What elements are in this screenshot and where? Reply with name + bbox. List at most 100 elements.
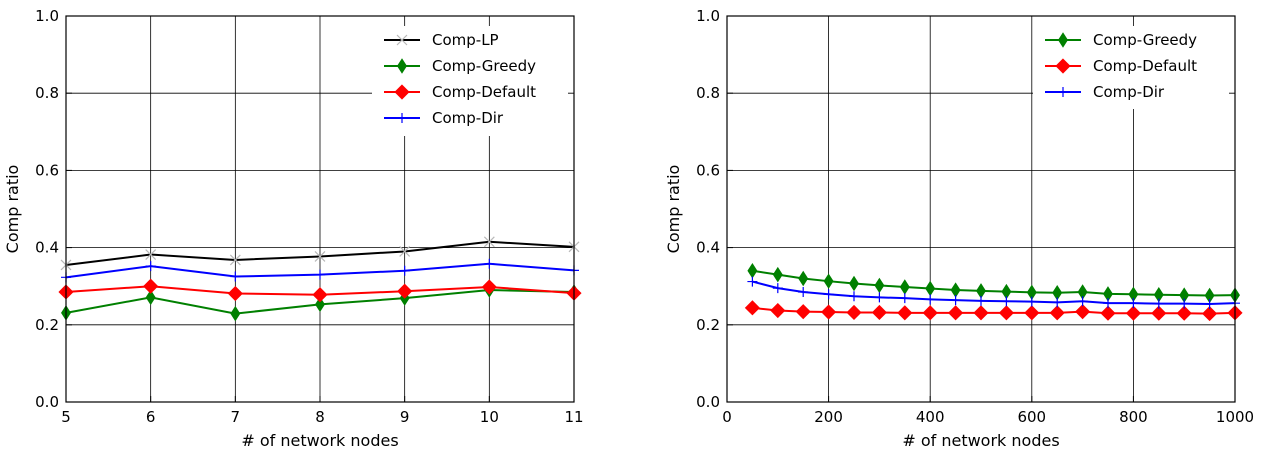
y-tick-label: 0.2 <box>696 316 720 334</box>
data-point <box>1179 298 1190 309</box>
right-chart: 0 200 400 600 800 1000 0.0 0.2 0.4 0.6 0.8 1.0 Comp-… <box>664 7 1254 450</box>
data-point <box>1151 305 1167 321</box>
x-axis-label: # of network nodes <box>241 431 398 450</box>
data-point <box>1125 305 1141 321</box>
data-point <box>849 291 859 302</box>
y-tick-label: 0.6 <box>696 161 720 179</box>
legend-label: Comp-Dir <box>1093 83 1165 101</box>
data-point <box>315 296 325 313</box>
data-point <box>772 266 783 283</box>
y-tick-label: 1.0 <box>696 7 720 25</box>
data-point <box>483 236 495 248</box>
series-comp-greedy <box>747 263 1240 304</box>
data-point <box>1075 304 1091 320</box>
data-point <box>899 279 910 295</box>
legend-label: Comp-Default <box>432 83 536 101</box>
series-line <box>752 280 1236 305</box>
data-point <box>1153 298 1164 309</box>
data-point <box>1128 298 1139 309</box>
data-point <box>950 282 961 298</box>
data-point <box>1103 298 1113 309</box>
data-point <box>976 295 986 306</box>
data-point <box>772 283 783 294</box>
series-comp-lp <box>60 236 580 271</box>
data-point <box>770 302 786 319</box>
data-point <box>312 287 328 303</box>
data-point <box>484 258 495 269</box>
x-tick-label: 400 <box>916 408 945 426</box>
data-point <box>795 304 811 320</box>
x-tick-label: 9 <box>400 408 410 426</box>
x-tick-label: 800 <box>1119 408 1148 426</box>
legend-label: Comp-LP <box>432 31 499 49</box>
x-tick-label: 600 <box>1017 408 1046 426</box>
data-point <box>1024 305 1040 321</box>
data-point <box>823 289 834 300</box>
data-point <box>998 305 1014 321</box>
y-tick-label: 0.0 <box>35 393 59 411</box>
legend-label: Comp-Greedy <box>1093 31 1197 49</box>
series-line <box>752 269 1236 297</box>
y-tick-label: 1.0 <box>35 7 59 25</box>
legend: Comp-Greedy Comp-Default Comp-Dir <box>1033 26 1229 109</box>
legend-marker <box>396 34 408 46</box>
data-point <box>973 305 989 321</box>
data-point <box>1100 305 1116 321</box>
y-tick-label: 0.6 <box>35 161 59 179</box>
data-point <box>950 295 961 306</box>
y-tick-label: 0.0 <box>696 393 720 411</box>
data-point <box>230 305 241 322</box>
x-tick-label: 6 <box>146 408 156 426</box>
legend-marker <box>397 58 407 74</box>
legend-marker <box>1055 58 1071 74</box>
data-point <box>1077 296 1088 307</box>
data-point <box>1026 296 1037 307</box>
plot-frame <box>65 15 575 403</box>
legend-marker <box>397 113 407 123</box>
x-tick-label: 5 <box>61 408 71 426</box>
data-point <box>315 269 325 280</box>
data-point <box>925 294 936 305</box>
data-point <box>145 249 157 260</box>
x-tick-label: 1000 <box>1216 408 1254 426</box>
data-point <box>399 265 410 276</box>
data-point <box>925 280 936 297</box>
data-point <box>230 271 241 282</box>
legend-label: Comp-Default <box>1093 57 1197 75</box>
data-point <box>397 283 413 299</box>
data-point <box>747 276 758 287</box>
legend-label: Comp-Dir <box>432 109 504 127</box>
data-point <box>145 289 156 306</box>
series-comp-default <box>744 300 1243 322</box>
data-point <box>821 304 837 320</box>
legend-label: Comp-Greedy <box>432 57 536 75</box>
y-tick-label: 0.2 <box>35 316 59 334</box>
x-tick-label: 0 <box>722 408 732 426</box>
data-point <box>314 251 326 262</box>
data-point <box>922 305 938 321</box>
data-point <box>899 293 910 304</box>
series-comp-dir <box>747 276 1240 309</box>
data-point <box>143 278 159 294</box>
data-point <box>874 292 885 303</box>
x-tick-label: 8 <box>315 408 325 426</box>
data-point <box>948 305 964 321</box>
data-point <box>229 254 241 266</box>
data-point <box>227 285 243 302</box>
data-point <box>871 304 887 321</box>
data-point <box>897 305 913 321</box>
data-point <box>849 275 859 292</box>
data-point <box>1052 297 1063 308</box>
data-point <box>744 300 760 316</box>
legend-marker <box>394 84 410 100</box>
legend-marker <box>1058 87 1068 97</box>
y-tick-label: 0.4 <box>35 239 59 257</box>
legend: Comp-LP Comp-Greedy Comp-Default Comp-Dir <box>372 26 568 136</box>
x-axis-label: # of network nodes <box>902 431 1059 450</box>
data-point <box>1049 305 1065 321</box>
y-axis-label: Comp ratio <box>664 165 683 254</box>
legend-marker <box>1058 32 1068 48</box>
data-point <box>747 263 758 279</box>
y-tick-label: 0.4 <box>696 239 720 257</box>
